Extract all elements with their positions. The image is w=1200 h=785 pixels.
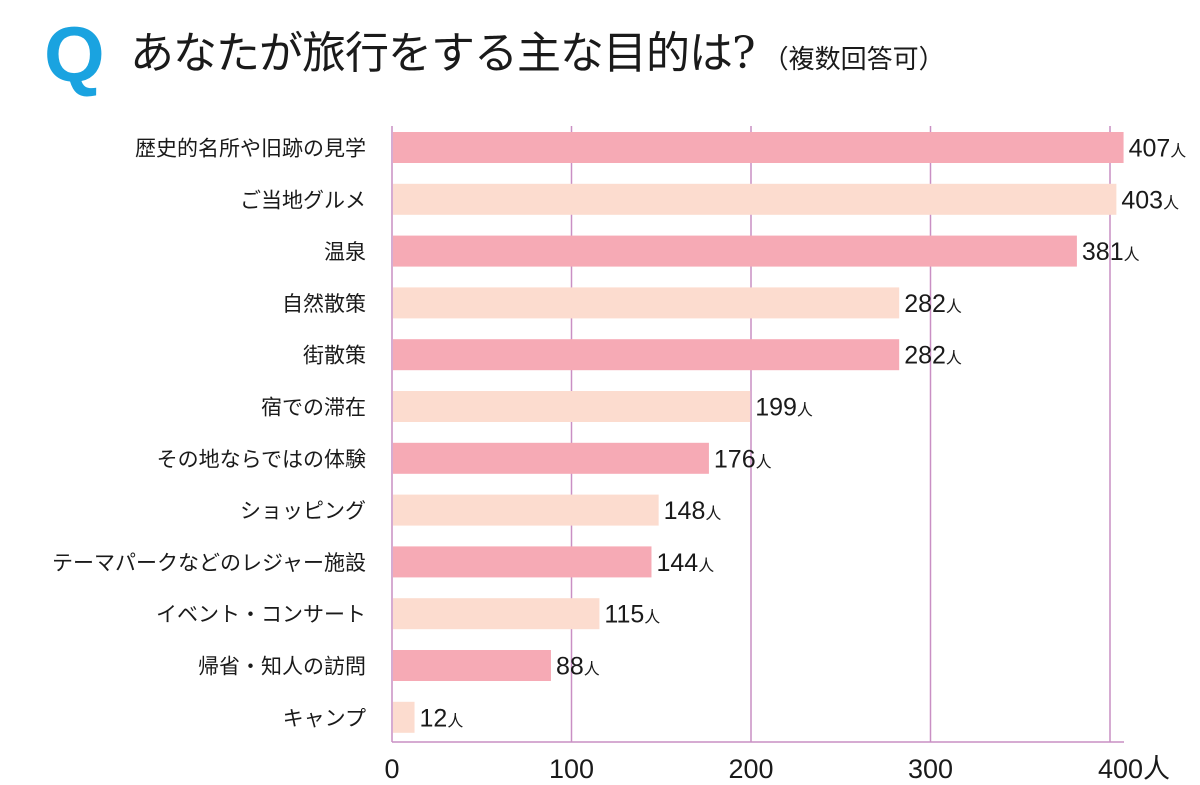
- value-unit: 人: [1170, 143, 1186, 161]
- bar: [393, 650, 551, 681]
- bar: [393, 339, 900, 371]
- category-label: 温泉: [324, 240, 366, 264]
- value-label: 403人: [1121, 186, 1179, 214]
- bar: [393, 235, 1077, 267]
- category-label: 街散策: [303, 344, 366, 368]
- x-tick-label: 200: [728, 754, 773, 784]
- value-unit: 人: [1163, 194, 1179, 212]
- value-unit: 人: [698, 557, 714, 575]
- category-label: テーマパークなどのレジャー施設: [52, 551, 366, 575]
- bar: [393, 183, 1117, 215]
- x-tick-label: 300: [908, 754, 953, 784]
- category-label: 宿での滞在: [261, 396, 366, 420]
- category-label: キャンプ: [283, 706, 366, 730]
- bar: [393, 494, 659, 526]
- bar: [393, 442, 709, 474]
- multiple-answers-note: （複数回答可）: [762, 45, 945, 75]
- value-unit: 人: [797, 402, 813, 420]
- chart-title: あなたが旅行をする主な目的は? （複数回答可）: [130, 26, 945, 88]
- x-tick-label: 400人: [1098, 754, 1170, 784]
- x-tick-label: 100: [549, 754, 594, 784]
- x-tick-labels: 0 100 200 300 400人: [384, 754, 1170, 784]
- value-label: 88人: [556, 653, 600, 681]
- bar: [393, 132, 1124, 163]
- value-label: 148人: [664, 497, 722, 525]
- value-label: 282人: [904, 290, 962, 318]
- category-label: 帰省・知人の訪問: [198, 655, 366, 679]
- question-text: あなたが旅行をする主な目的は?: [130, 28, 756, 79]
- value-unit: 人: [644, 609, 660, 627]
- value-unit: 人: [946, 350, 962, 368]
- category-label: ショッピング: [240, 499, 366, 523]
- x-tick-label: 0: [384, 754, 399, 784]
- value-labels: 407人 403人 381人 282人 282人 199人 176人 148人 144人 115人…: [420, 135, 1187, 733]
- category-label: その地ならではの体験: [157, 447, 366, 471]
- value-unit: 人: [705, 505, 721, 523]
- value-label: 144人: [656, 549, 714, 577]
- value-label: 176人: [714, 445, 772, 473]
- category-label: 自然散策: [282, 292, 366, 316]
- value-unit: 人: [1124, 246, 1140, 264]
- category-label: ご当地グルメ: [240, 188, 366, 212]
- value-unit: 人: [447, 712, 463, 730]
- value-label: 12人: [420, 704, 464, 732]
- value-unit: 人: [756, 453, 772, 471]
- bar: [393, 598, 600, 630]
- bar: [393, 391, 751, 422]
- gridlines: [391, 126, 1124, 743]
- bar: [393, 546, 652, 578]
- value-label: 381人: [1082, 238, 1140, 266]
- value-label: 199人: [755, 394, 813, 422]
- value-unit: 人: [946, 298, 962, 316]
- category-label: イベント・コンサート: [156, 603, 366, 627]
- bars: [393, 132, 1124, 733]
- value-label: 407人: [1129, 135, 1187, 163]
- q-mark-icon: Q: [44, 10, 105, 98]
- bar: [393, 287, 900, 319]
- category-label: 歴史的名所や旧跡の見学: [135, 137, 366, 161]
- category-labels: 歴史的名所や旧跡の見学ご当地グルメ温泉自然散策街散策宿での滞在その地ならではの体…: [52, 137, 366, 731]
- value-unit: 人: [584, 661, 600, 679]
- value-label: 115人: [604, 601, 660, 629]
- value-label: 282人: [904, 342, 962, 370]
- bar: [393, 701, 415, 733]
